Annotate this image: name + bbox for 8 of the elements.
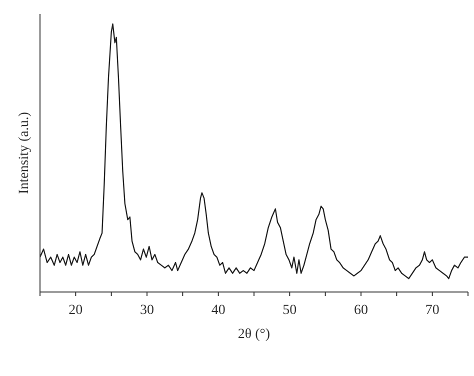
x-axis-title: 2θ (°) [238,327,270,342]
x-tick-label: 30 [140,303,154,318]
y-axis-title: Intensity (a.u.) [17,112,32,194]
x-tick-label: 40 [211,303,226,318]
x-tick-label: 20 [68,303,83,318]
x-tick-label: 50 [282,303,297,318]
x-tick-label: 60 [354,303,368,318]
x-tick-label: 70 [425,303,440,318]
